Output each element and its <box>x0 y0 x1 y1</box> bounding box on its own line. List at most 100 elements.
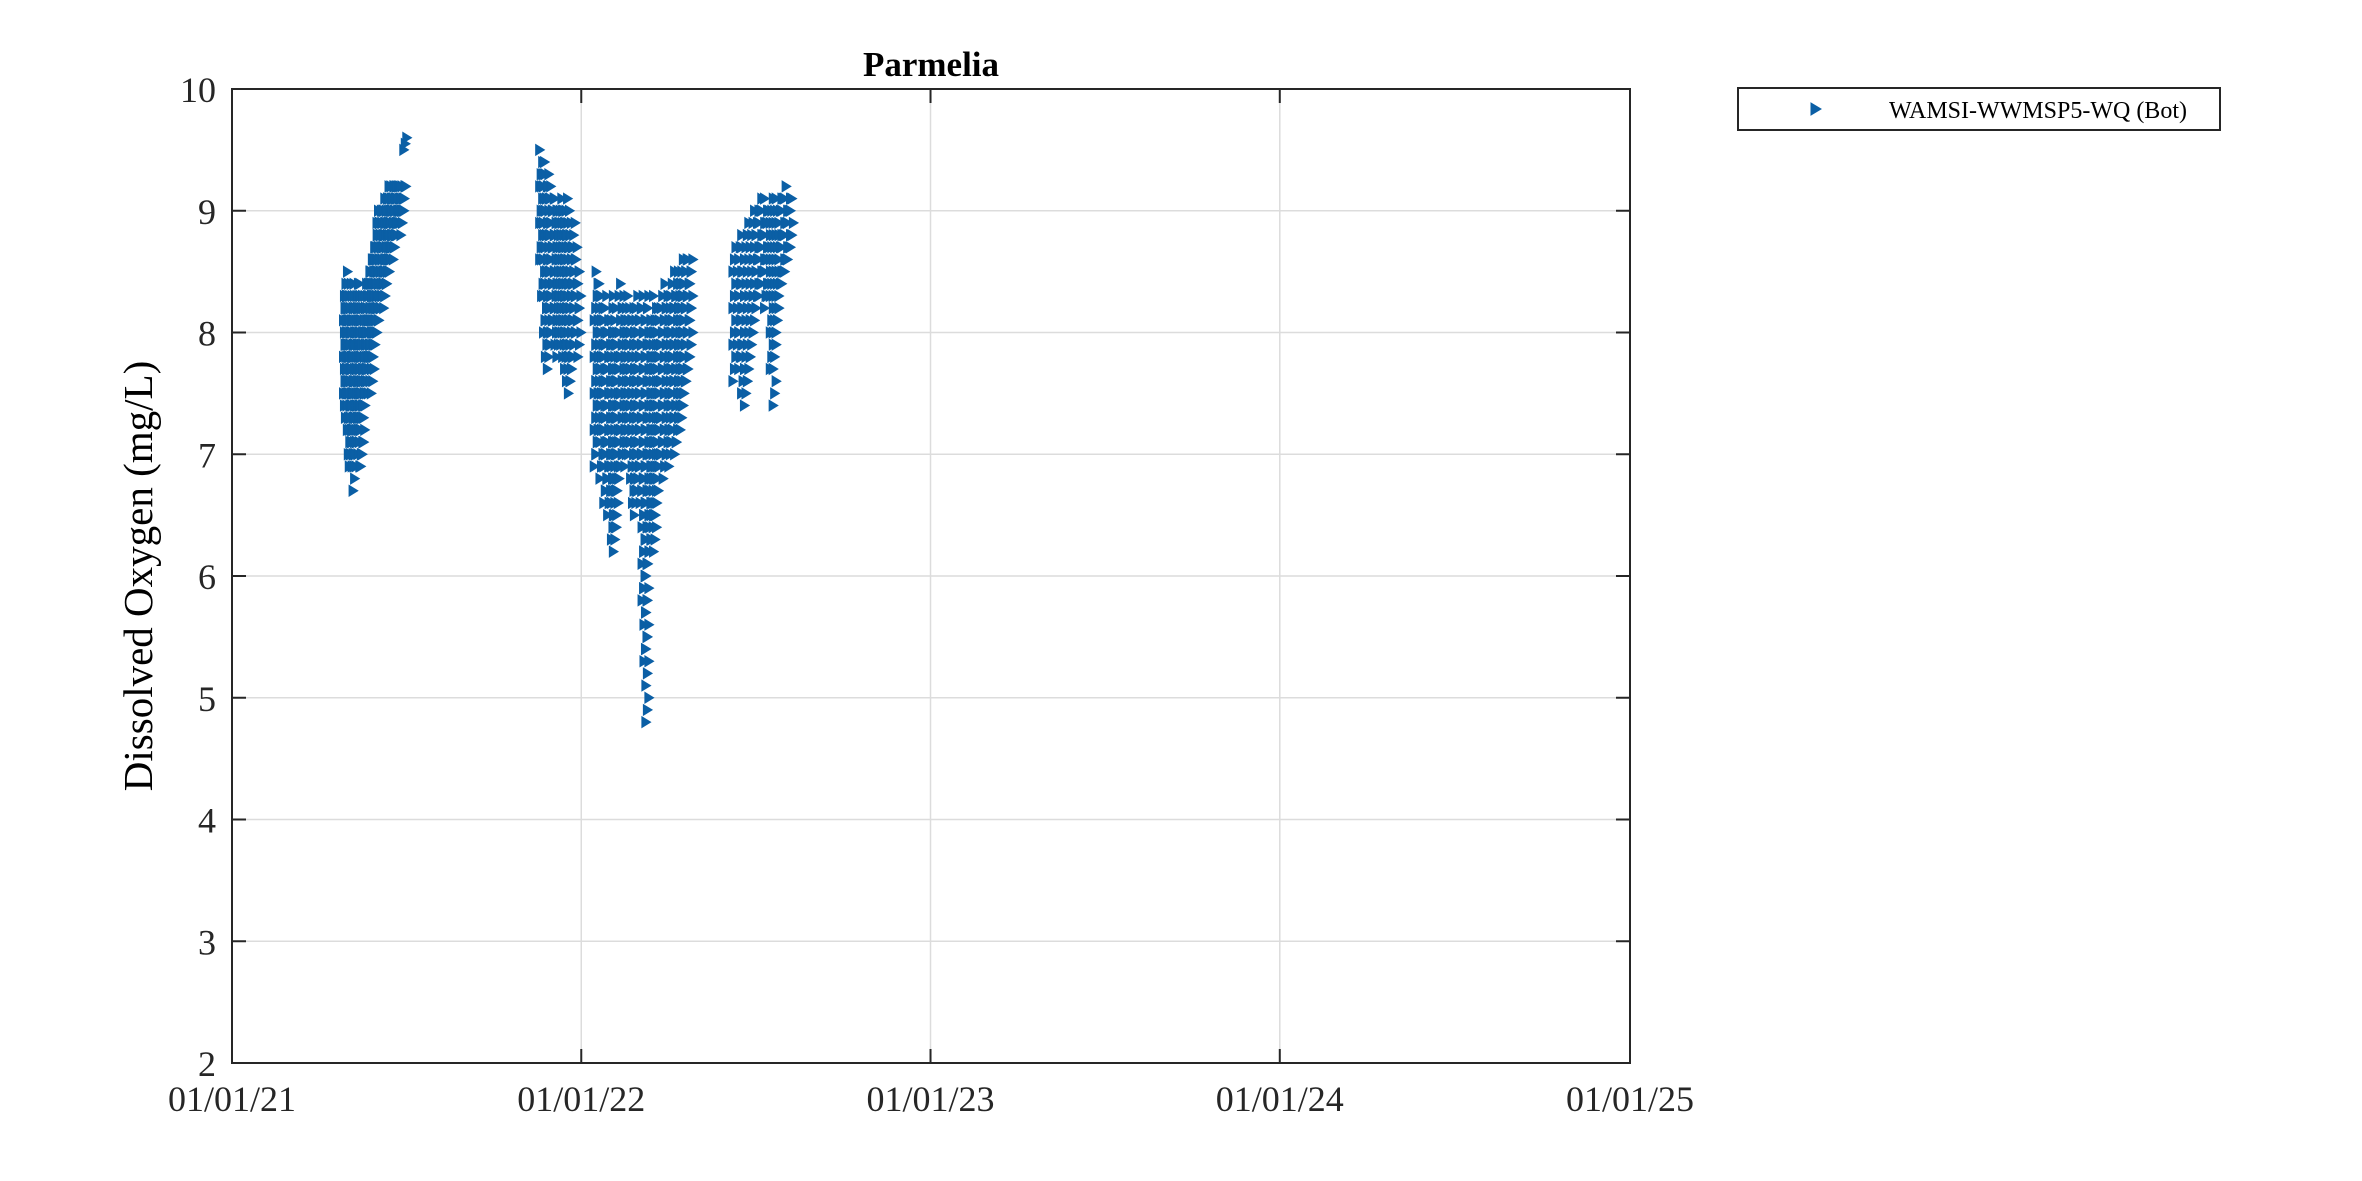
x-tick-label: 01/01/21 <box>168 1079 296 1119</box>
data-point-marker <box>780 192 791 205</box>
data-point-marker <box>624 374 635 388</box>
data-point-marker <box>637 374 648 388</box>
data-point-marker <box>567 241 578 254</box>
data-point-marker <box>546 180 557 193</box>
data-point-marker <box>639 618 650 631</box>
data-point-marker <box>355 277 366 291</box>
data-point-marker <box>395 180 406 193</box>
data-point-marker <box>544 301 555 315</box>
data-point-marker <box>608 289 620 303</box>
data-point-marker <box>654 460 665 473</box>
data-point-marker <box>644 581 655 595</box>
data-point-marker <box>367 350 378 364</box>
data-point-marker <box>734 289 745 303</box>
data-point-marker <box>666 435 677 449</box>
data-point-marker <box>641 460 652 473</box>
data-point-marker <box>641 423 652 437</box>
data-point-marker <box>389 241 400 254</box>
data-point-marker <box>629 508 641 522</box>
data-point-marker <box>573 277 584 291</box>
data-point-marker <box>544 338 555 351</box>
data-point-marker <box>540 155 551 169</box>
data-point-marker <box>771 326 782 339</box>
data-point-marker <box>679 314 690 327</box>
data-point-marker <box>603 508 614 522</box>
data-point-marker <box>675 423 687 437</box>
data-point-marker <box>601 374 612 388</box>
data-point-marker <box>668 350 679 364</box>
data-point-marker <box>728 374 739 388</box>
data-point-marker <box>737 228 748 242</box>
data-point-marker <box>683 289 694 303</box>
y-tick-label: 9 <box>198 192 216 232</box>
data-point-marker <box>576 326 587 339</box>
y-tick-label: 5 <box>198 679 216 719</box>
axis-ticks: 2 3 4 5 6 7 8 9 10 01/01/21 01/01/22 01/01/23 01/01/… <box>168 70 1694 1119</box>
data-point-marker <box>656 448 667 461</box>
data-point-marker <box>770 387 781 400</box>
data-point-marker <box>639 545 650 558</box>
data-point-marker <box>573 314 584 327</box>
data-point-marker <box>642 703 654 717</box>
data-point-marker <box>603 472 614 485</box>
x-tick-label: 01/01/24 <box>1216 1079 1344 1119</box>
data-point-marker <box>652 399 664 412</box>
data-point-marker <box>777 204 788 217</box>
data-point-marker <box>686 265 698 278</box>
data-point-marker <box>754 253 765 266</box>
data-point-marker <box>574 301 586 315</box>
data-point-marker <box>748 326 759 339</box>
data-point-marker <box>771 374 782 388</box>
data-point-marker <box>639 399 650 412</box>
data-point-marker <box>760 301 771 315</box>
data-point-marker <box>633 435 644 449</box>
data-point-marker <box>654 350 665 364</box>
data-point-marker <box>637 448 648 461</box>
data-point-marker <box>664 460 675 473</box>
data-point-marker <box>574 265 586 278</box>
data-point-marker <box>642 667 654 680</box>
data-point-marker <box>637 594 648 607</box>
data-point-marker <box>384 265 396 278</box>
legend-marker-icon <box>1810 102 1822 116</box>
data-point-marker <box>681 338 692 351</box>
data-point-marker <box>542 362 553 376</box>
data-point-marker <box>679 277 690 291</box>
data-point-marker <box>780 265 791 278</box>
data-point-marker <box>641 496 652 510</box>
data-point-marker <box>360 399 371 412</box>
data-point-marker <box>348 484 359 497</box>
data-point-marker <box>569 338 580 351</box>
y-axis-label: Dissolved Oxygen (mg/L) <box>115 361 161 791</box>
data-point-marker <box>734 362 745 376</box>
data-point-marker <box>652 521 663 534</box>
data-point-marker <box>595 435 606 449</box>
data-point-marker <box>653 484 665 497</box>
data-point-marker <box>644 691 655 704</box>
data-point-marker <box>402 131 413 144</box>
data-point-marker <box>654 387 665 400</box>
data-point-marker <box>357 448 368 461</box>
data-point-marker <box>602 289 613 303</box>
data-point-marker <box>639 326 650 339</box>
data-point-marker <box>688 326 699 339</box>
data-point-marker <box>620 460 631 473</box>
data-point-marker <box>681 301 692 315</box>
data-point-marker <box>567 277 578 291</box>
data-point-marker <box>614 289 625 303</box>
data-point-marker <box>751 301 762 315</box>
data-point-marker <box>633 326 644 339</box>
data-point-marker <box>610 521 621 534</box>
data-point-marker <box>679 387 690 400</box>
data-point-marker <box>652 472 664 485</box>
data-point-marker <box>379 301 390 315</box>
data-series <box>339 131 800 729</box>
y-tick-label: 2 <box>198 1044 216 1084</box>
data-point-marker <box>686 338 698 351</box>
data-point-marker <box>374 314 385 327</box>
data-point-marker <box>399 192 411 205</box>
data-point-marker <box>603 435 614 449</box>
data-point-marker <box>633 399 644 412</box>
data-point-marker <box>635 496 646 510</box>
data-point-marker <box>567 362 578 376</box>
